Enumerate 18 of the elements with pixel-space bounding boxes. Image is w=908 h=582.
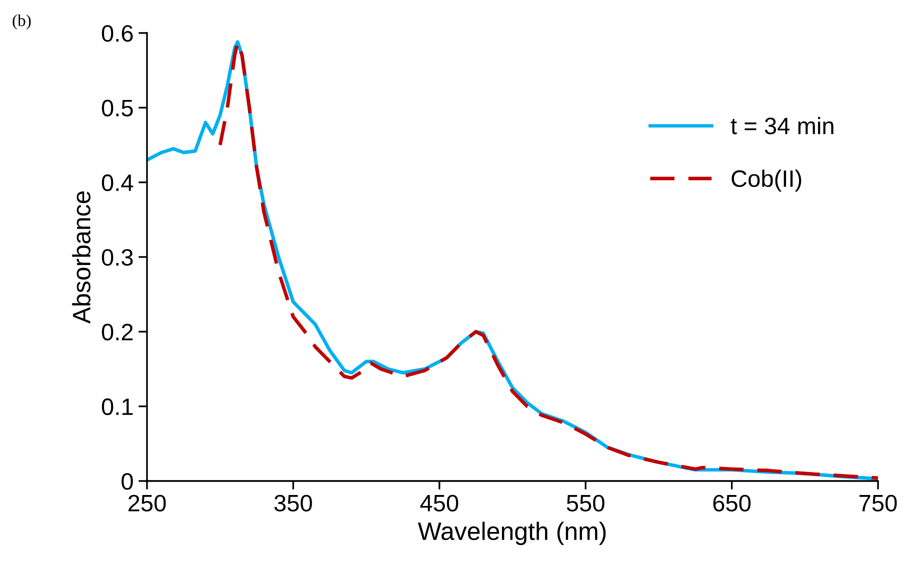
x-tick-label: 650 (713, 494, 751, 512)
y-tick-label: 0.2 (102, 324, 133, 340)
y-tick-label: 0.5 (102, 100, 133, 116)
x-tick-label: 250 (128, 494, 166, 512)
y-tick-label: 0.1 (102, 398, 133, 416)
x-tick-label: 450 (420, 494, 458, 512)
legend-label: t = 34 min (730, 116, 834, 134)
text: (b) (12, 14, 31, 30)
x-tick-label: 550 (566, 494, 604, 512)
x-axis-title: Wavelength (nm) (418, 522, 606, 546)
y-tick-label: 0 (122, 473, 133, 490)
y-axis-title: Absorbance (72, 191, 90, 324)
x-tick-label: 750 (860, 494, 897, 512)
x-tick-label: 350 (274, 494, 312, 512)
y-tick-label: 0.6 (102, 25, 133, 42)
y-tick-label: 0.4 (102, 174, 134, 192)
y-tick-label: 0.3 (102, 249, 133, 266)
legend-label: Cob(II) (732, 170, 802, 192)
